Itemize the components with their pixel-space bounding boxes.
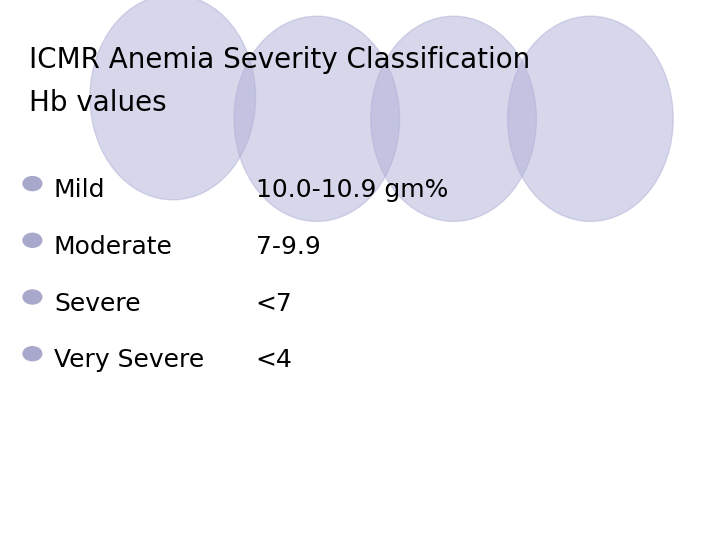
Ellipse shape bbox=[234, 16, 400, 221]
Text: Hb values: Hb values bbox=[29, 89, 166, 117]
Text: 7-9.9: 7-9.9 bbox=[256, 235, 320, 259]
Circle shape bbox=[23, 347, 42, 361]
Text: ICMR Anemia Severity Classification: ICMR Anemia Severity Classification bbox=[29, 46, 530, 74]
Text: Moderate: Moderate bbox=[54, 235, 173, 259]
Text: 10.0-10.9 gm%: 10.0-10.9 gm% bbox=[256, 178, 448, 202]
Text: Very Severe: Very Severe bbox=[54, 348, 204, 372]
Circle shape bbox=[23, 290, 42, 304]
Ellipse shape bbox=[508, 16, 673, 221]
Circle shape bbox=[23, 233, 42, 247]
Ellipse shape bbox=[371, 16, 536, 221]
Ellipse shape bbox=[90, 0, 256, 200]
Circle shape bbox=[23, 177, 42, 191]
Text: Mild: Mild bbox=[54, 178, 106, 202]
Text: <7: <7 bbox=[256, 292, 292, 315]
Text: Severe: Severe bbox=[54, 292, 140, 315]
Text: <4: <4 bbox=[256, 348, 292, 372]
